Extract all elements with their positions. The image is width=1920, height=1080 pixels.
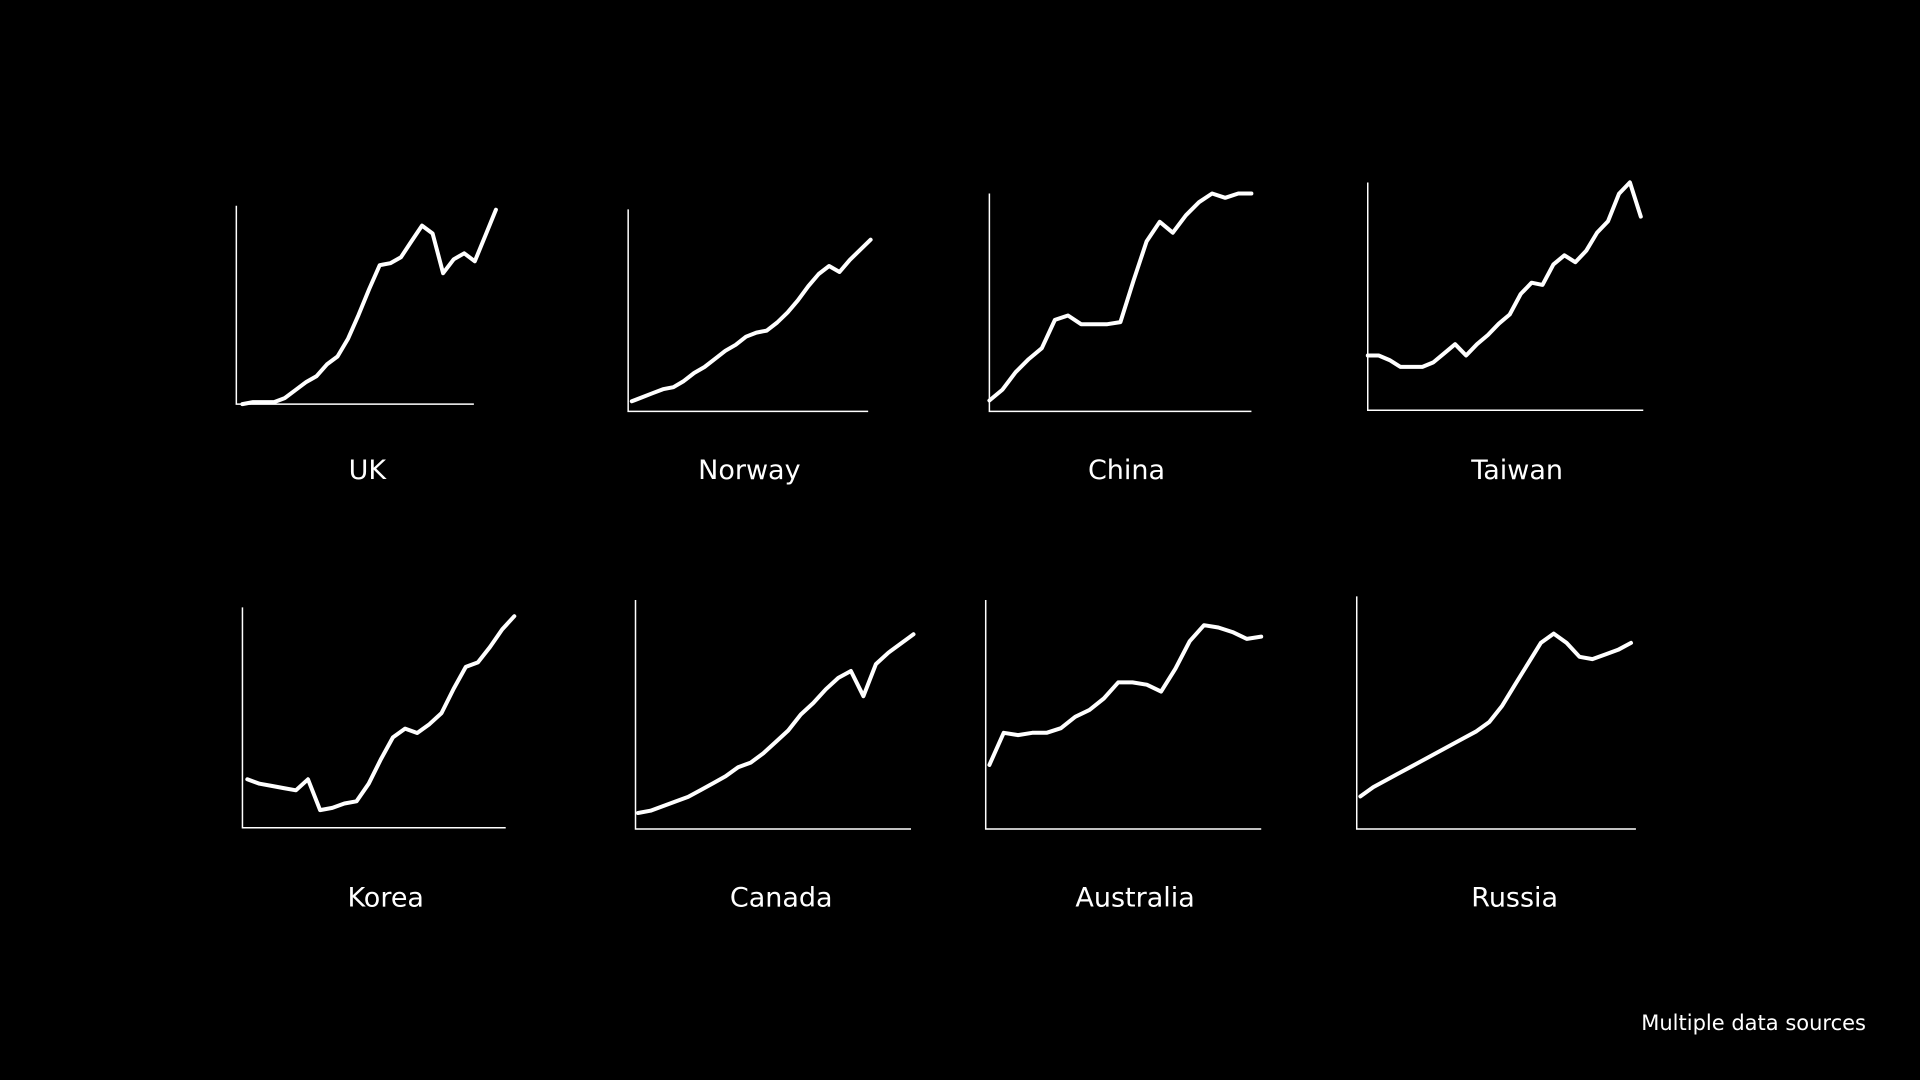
data-line bbox=[636, 632, 916, 815]
data-line bbox=[629, 237, 873, 404]
data-line bbox=[1365, 180, 1643, 369]
chart-title: China bbox=[1088, 455, 1165, 486]
chart-title: UK bbox=[349, 455, 388, 486]
axes bbox=[1355, 596, 1636, 830]
data-line bbox=[987, 623, 1264, 767]
axes bbox=[984, 600, 1262, 830]
axes bbox=[241, 607, 506, 829]
data-line bbox=[1358, 631, 1633, 799]
chart-title: Canada bbox=[730, 882, 833, 913]
axes bbox=[235, 205, 474, 405]
axes bbox=[1367, 182, 1644, 411]
chart-title: Taiwan bbox=[1470, 455, 1563, 486]
source-note: Multiple data sources bbox=[1641, 1011, 1866, 1035]
chart-title: Norway bbox=[698, 455, 800, 486]
chart-title: Russia bbox=[1471, 882, 1558, 913]
chart-title: Australia bbox=[1075, 882, 1194, 913]
data-line bbox=[240, 207, 498, 407]
axes bbox=[988, 193, 1252, 413]
data-line bbox=[245, 614, 517, 813]
axes bbox=[634, 600, 912, 830]
axes bbox=[627, 209, 869, 413]
data-line bbox=[987, 191, 1254, 403]
chart-title: Korea bbox=[347, 882, 424, 913]
